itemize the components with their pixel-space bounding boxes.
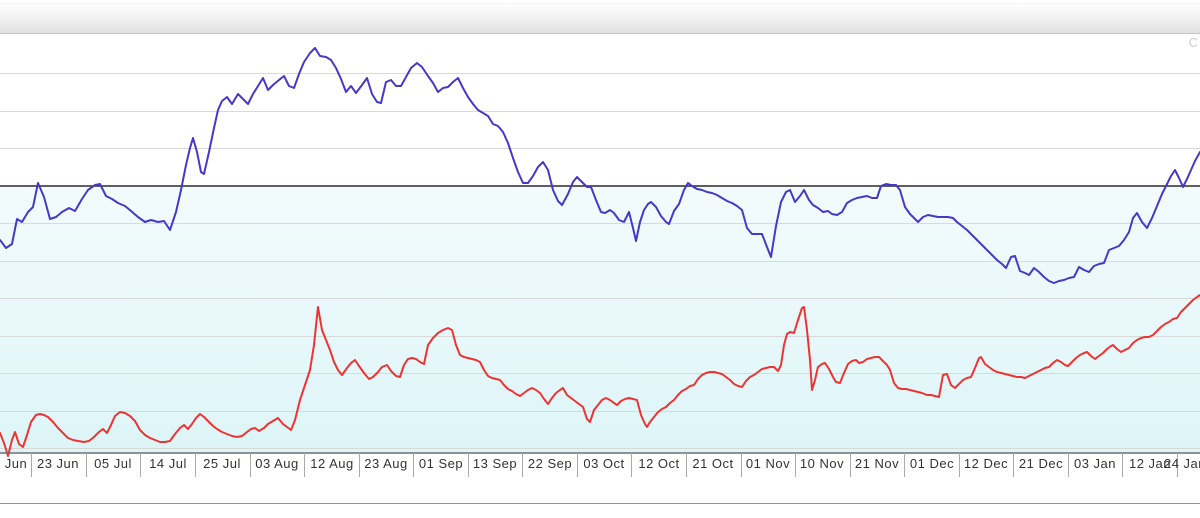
x-axis-label: Jun [4, 456, 28, 471]
x-axis-label: 22 Sep [527, 456, 573, 471]
x-axis-label: 21 Dec [1018, 456, 1064, 471]
x-axis-label: 03 Aug [255, 456, 299, 471]
series-blue [0, 47, 1200, 284]
x-axis-label: 12 Dec [963, 456, 1009, 471]
top-toolbar [0, 3, 1200, 34]
x-axis-label: 01 Sep [418, 456, 464, 471]
x-axis-label: 21 Nov [854, 456, 900, 471]
x-axis-label: 05 Jul [94, 456, 132, 471]
x-axis-label: 24 Jan [1163, 456, 1200, 471]
x-axis-label: 12 Oct [638, 456, 680, 471]
x-axis-label: 13 Sep [472, 456, 518, 471]
plot-band [0, 186, 1200, 453]
x-axis-label: 01 Dec [909, 456, 955, 471]
x-axis-label: 12 Jan [1128, 456, 1172, 471]
watermark-text: C [1188, 35, 1198, 50]
series-red [0, 294, 1200, 457]
x-axis-label: 25 Jul [203, 456, 241, 471]
x-axis-label: 23 Jun [36, 456, 80, 471]
x-axis-label: 23 Aug [364, 456, 408, 471]
x-axis-label: 03 Jan [1073, 456, 1117, 471]
x-axis-label: 14 Jul [149, 456, 187, 471]
x-axis-label: 01 Nov [745, 456, 791, 471]
x-axis-label: 10 Nov [799, 456, 845, 471]
x-axis-label: 12 Aug [310, 456, 354, 471]
x-axis-label: 03 Oct [583, 456, 625, 471]
bottom-divider [0, 503, 1200, 504]
x-axis-label: 21 Oct [692, 456, 734, 471]
